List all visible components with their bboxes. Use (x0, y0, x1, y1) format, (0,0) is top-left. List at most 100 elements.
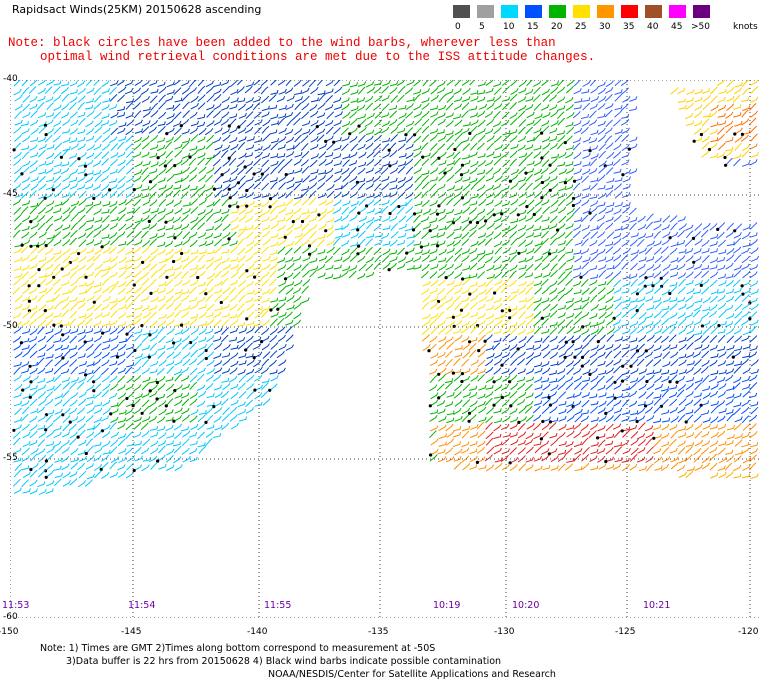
wind-barb (68, 206, 77, 214)
wind-barb (485, 431, 494, 440)
wind-barb (188, 296, 198, 303)
wind-barb (725, 230, 735, 238)
wind-barb (677, 312, 686, 320)
wind-barb (565, 313, 575, 319)
wind-barb (501, 143, 510, 152)
wind-barb (557, 287, 566, 295)
wind-barb (741, 232, 751, 240)
wind-barb (526, 120, 535, 126)
wind-barb (173, 271, 182, 280)
contamination-dot (244, 348, 248, 352)
wind-barb (414, 182, 423, 191)
contamination-dot (459, 308, 464, 312)
wind-barb (37, 95, 46, 102)
wind-barb (686, 352, 695, 359)
wind-barb (180, 223, 190, 231)
wind-barb (709, 110, 718, 118)
wind-barb (518, 287, 527, 295)
wind-barb (685, 255, 694, 263)
contamination-dot (212, 405, 216, 409)
wind-barb (77, 462, 86, 471)
wind-barb (149, 425, 158, 431)
wind-barb (46, 446, 55, 454)
wind-barb (76, 297, 85, 303)
wind-barb (573, 327, 582, 334)
wind-barb (110, 80, 119, 87)
wind-barb (157, 440, 167, 447)
wind-barb (61, 198, 70, 206)
wind-barb (436, 87, 446, 94)
wind-barb (733, 254, 742, 263)
wind-barb (693, 455, 702, 463)
contamination-dot (253, 388, 257, 392)
wind-barb (629, 168, 638, 175)
wind-barb (622, 328, 631, 335)
wind-barb (597, 174, 606, 182)
wind-barb (508, 335, 518, 343)
wind-barb (141, 305, 150, 312)
wind-barb (46, 200, 55, 207)
wind-barb (246, 320, 255, 326)
wind-barb (109, 271, 118, 278)
wind-barb (526, 191, 535, 199)
wind-barb (621, 350, 630, 358)
wind-barb (141, 430, 150, 438)
wind-barb (526, 422, 535, 430)
contamination-dot (437, 396, 441, 400)
wind-barb (733, 407, 741, 416)
wind-barb (645, 437, 653, 446)
wind-barb (197, 184, 206, 192)
wind-barb (238, 327, 247, 334)
wind-barb (629, 304, 638, 312)
wind-barb (29, 190, 37, 199)
wind-barb (277, 192, 286, 200)
wind-barb (101, 311, 110, 318)
wind-barb (733, 112, 742, 118)
wind-barb (166, 319, 175, 327)
wind-barb (620, 87, 629, 95)
wind-barb (86, 144, 95, 152)
wind-barb (486, 265, 495, 272)
wind-barb (358, 126, 367, 134)
wind-barb (470, 374, 479, 382)
wind-barb (93, 240, 102, 246)
wind-barb (62, 118, 71, 127)
wind-barb (174, 399, 183, 407)
wind-barb (253, 231, 262, 239)
wind-barb (93, 455, 102, 462)
wind-barb (653, 240, 662, 247)
wind-barb (717, 142, 726, 151)
wind-barb (477, 89, 486, 95)
wind-barb (598, 305, 607, 311)
wind-barb (118, 270, 127, 278)
wind-barb (462, 383, 471, 392)
wind-barb (533, 86, 541, 95)
wind-barb (262, 305, 271, 311)
wind-barb (542, 248, 551, 255)
wind-barb (188, 432, 198, 438)
wind-barb (340, 270, 349, 278)
wind-barb (205, 262, 214, 270)
wind-barb (228, 157, 237, 166)
wind-barb (653, 297, 662, 303)
wind-barb (348, 206, 357, 214)
wind-barb (421, 263, 430, 272)
wind-barb (132, 102, 141, 110)
wind-barb (141, 230, 149, 239)
note-line-2: optimal wind retrieval conditions are me… (40, 50, 596, 64)
wind-barb (173, 111, 182, 120)
wind-barb (429, 143, 438, 151)
wind-barb (77, 87, 86, 95)
wind-barb (246, 303, 255, 311)
wind-barb (277, 238, 287, 246)
wind-barb (13, 174, 22, 183)
wind-barb (453, 426, 462, 432)
wind-barb (37, 149, 46, 158)
wind-barb (526, 136, 535, 143)
wind-barb (606, 398, 615, 406)
wind-barb (278, 343, 287, 351)
wind-barb (93, 430, 102, 438)
wind-barb (709, 440, 719, 448)
wind-barb (725, 279, 734, 287)
wind-barb (294, 237, 303, 246)
